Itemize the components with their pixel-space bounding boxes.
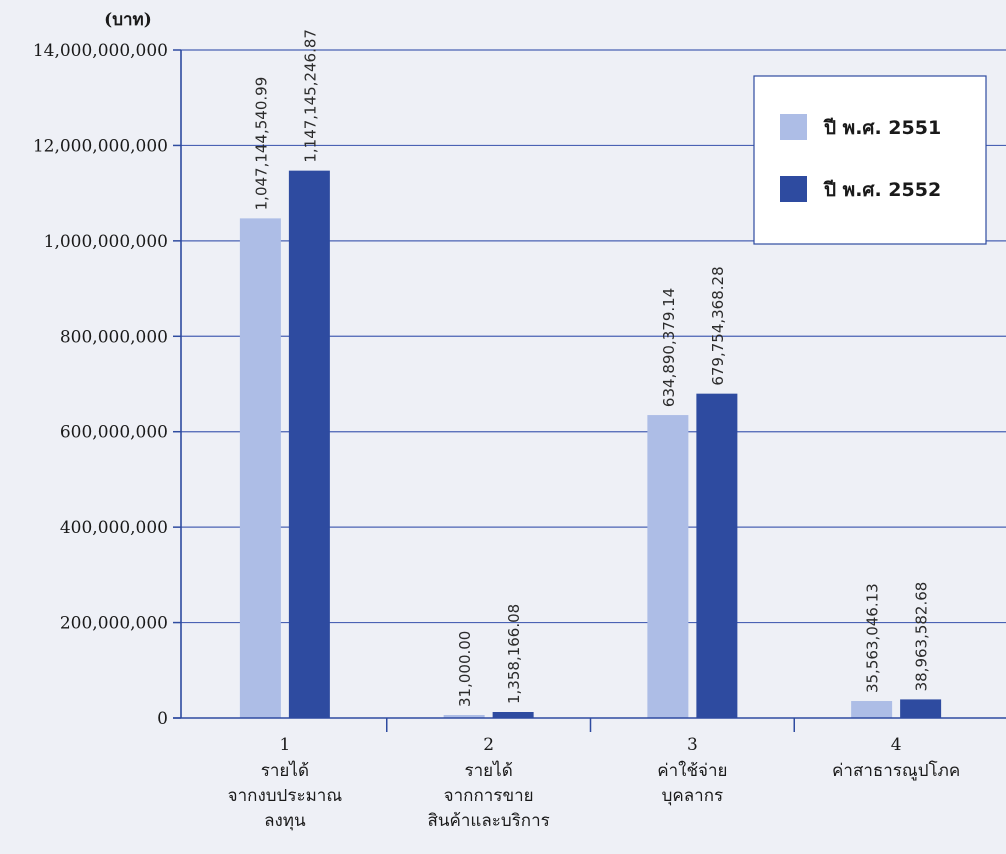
bar-value-label: 634,890,379.14 — [660, 288, 678, 407]
x-category-number: 2 — [483, 735, 494, 755]
legend-swatch — [780, 114, 807, 140]
x-category-label: สินค้าและบริการ — [427, 811, 549, 831]
bar-value-label: 31,000.00 — [456, 631, 474, 707]
y-axis-unit: (บาท) — [104, 10, 152, 30]
x-category-number: 4 — [891, 735, 902, 755]
x-category-label: บุคลากร — [662, 786, 724, 806]
x-category-label: รายได้ — [465, 760, 513, 781]
bar-value-label: 38,963,582.68 — [913, 582, 931, 692]
x-category-label: จากงบประมาณ — [228, 786, 343, 806]
x-category-number: 3 — [687, 735, 698, 755]
y-tick-label: 12,000,000,000 — [33, 136, 168, 156]
x-category-label: จากการขาย — [444, 786, 534, 806]
legend-swatch — [780, 176, 807, 202]
bar — [696, 393, 738, 718]
y-tick-label: 800,000,000 — [60, 327, 168, 347]
axes — [173, 50, 1006, 732]
bar-value-label: 679,754,368.28 — [709, 266, 727, 385]
bar — [443, 715, 485, 718]
bar-value-label: 1,147,145,246.87 — [301, 29, 319, 163]
bar-value-label: 35,563,046.13 — [864, 583, 882, 693]
y-tick-label: 600,000,000 — [60, 423, 168, 443]
x-category-label: รายได้ — [261, 760, 309, 781]
legend-label: ปี พ.ศ. 2552 — [823, 179, 941, 201]
bar — [647, 415, 689, 718]
legend-box — [753, 75, 987, 245]
bar — [239, 218, 281, 718]
bar-value-labels: 1,047,144,540.99 1,147,145,246.87 31,000.0… — [252, 29, 930, 707]
bar — [851, 701, 893, 718]
bar — [288, 170, 330, 719]
bar — [900, 699, 942, 718]
y-tick-label: 200,000,000 — [60, 614, 168, 634]
x-category-label: ค่าสาธารณูปโภค — [832, 760, 960, 781]
x-category-label: ลงทุน — [264, 811, 306, 831]
bar-value-label: 1,358,166.08 — [505, 604, 523, 704]
y-tick-label: 0 — [157, 709, 168, 729]
y-tick-label: 400,000,000 — [60, 518, 168, 538]
y-tick-label: 1,000,000,000 — [44, 232, 168, 252]
x-category-number: 1 — [279, 735, 290, 755]
y-axis-ticks: 0 200,000,000 400,000,000 600,000,000 800,00… — [33, 41, 181, 729]
x-category-label: ค่าใช้จ่าย — [657, 760, 727, 781]
legend-label: ปี พ.ศ. 2551 — [823, 117, 941, 139]
bar — [492, 712, 534, 718]
y-tick-label: 14,000,000,000 — [33, 41, 168, 61]
bar-value-label: 1,047,144,540.99 — [252, 77, 270, 211]
bars — [239, 170, 942, 719]
legend: ปี พ.ศ. 2551 ปี พ.ศ. 2552 — [753, 75, 987, 245]
